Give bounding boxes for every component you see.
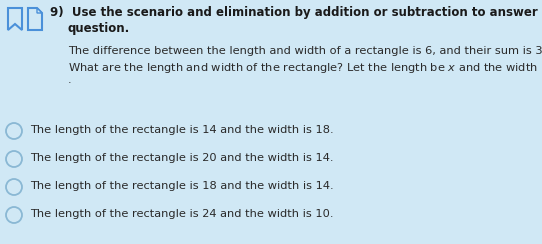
Text: .: . [68,75,72,85]
Text: The difference between the length and width of a rectangle is 6, and their sum i: The difference between the length and wi… [68,46,542,56]
Text: The length of the rectangle is 18 and the width is 14.: The length of the rectangle is 18 and th… [30,181,334,191]
Polygon shape [37,8,42,13]
Polygon shape [8,8,22,30]
Text: 9)  Use the scenario and elimination by addition or subtraction to answer the: 9) Use the scenario and elimination by a… [50,6,542,19]
Text: The length of the rectangle is 14 and the width is 18.: The length of the rectangle is 14 and th… [30,125,334,135]
Text: The length of the rectangle is 24 and the width is 10.: The length of the rectangle is 24 and th… [30,209,333,219]
Text: What are the length and width of the rectangle? Let the length be $\it{x}$ and t: What are the length and width of the rec… [68,61,542,75]
Polygon shape [28,8,42,30]
Text: question.: question. [68,22,130,35]
Text: The length of the rectangle is 20 and the width is 14.: The length of the rectangle is 20 and th… [30,153,333,163]
